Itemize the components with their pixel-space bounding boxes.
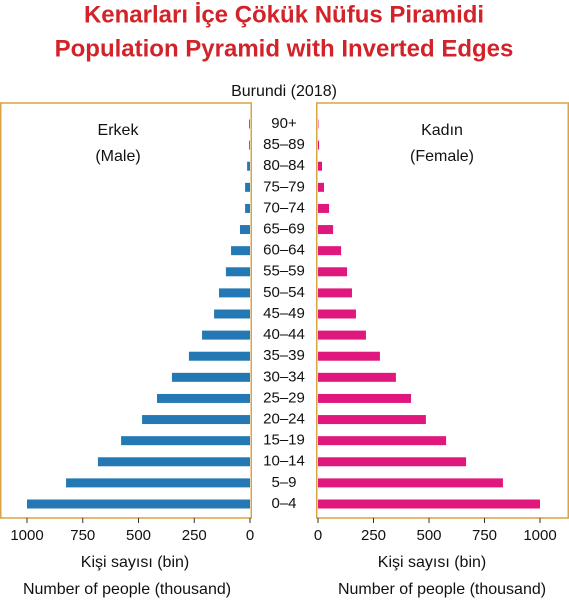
bar	[239, 225, 250, 235]
age-label: 60–64	[263, 242, 305, 259]
bar	[202, 330, 250, 340]
bar	[318, 330, 366, 340]
age-label: 75–79	[263, 178, 305, 195]
age-label: 40–44	[263, 326, 305, 343]
bar	[318, 309, 356, 319]
bar	[318, 246, 342, 256]
x-tick-label: 1000	[10, 527, 43, 544]
x-tick-label: 500	[126, 527, 151, 544]
age-label: 0–4	[271, 495, 296, 512]
age-label: 35–39	[263, 347, 305, 364]
bar	[225, 267, 250, 277]
bar	[214, 309, 250, 319]
bar	[318, 499, 540, 509]
age-label: 10–14	[263, 453, 305, 470]
bar	[318, 393, 412, 403]
bar	[318, 161, 322, 171]
age-label: 15–19	[263, 432, 305, 449]
age-label: 5–9	[271, 474, 296, 491]
bar	[318, 457, 467, 467]
bar	[249, 119, 250, 129]
age-label: 70–74	[263, 199, 305, 216]
age-label: 50–54	[263, 284, 305, 301]
bar	[318, 267, 348, 277]
age-label: 90+	[271, 115, 297, 132]
bar	[318, 415, 426, 425]
x-tick-label: 0	[314, 527, 322, 544]
chart-title: Population Pyramid with Inverted Edges	[55, 35, 514, 62]
x-axis-label: Number of people (thousand)	[23, 581, 231, 598]
x-tick-label: 750	[70, 527, 95, 544]
legend-label: Kadın	[421, 122, 463, 139]
x-tick-label: 250	[361, 527, 386, 544]
bar	[231, 246, 250, 256]
bar	[318, 372, 396, 382]
x-tick-label: 250	[182, 527, 207, 544]
bar	[171, 372, 250, 382]
bar	[247, 161, 250, 171]
age-label: 85–89	[263, 136, 305, 153]
legend-label: (Female)	[410, 148, 474, 165]
bar	[318, 182, 324, 192]
age-label: 80–84	[263, 157, 305, 174]
bar	[245, 203, 250, 213]
legend-label: (Male)	[95, 148, 140, 165]
x-tick-label: 750	[472, 527, 497, 544]
bar	[318, 203, 330, 213]
age-label: 30–34	[263, 368, 305, 385]
bar	[66, 478, 251, 488]
bar	[318, 478, 503, 488]
x-axis-label: Number of people (thousand)	[338, 581, 546, 598]
panel-frame	[316, 102, 569, 519]
age-label: 55–59	[263, 263, 305, 280]
bar	[188, 351, 250, 361]
panel-frame	[0, 102, 252, 519]
bar	[318, 225, 334, 235]
bar	[27, 499, 250, 509]
bar	[157, 393, 250, 403]
x-tick-label: 0	[246, 527, 254, 544]
chart-subtitle: Burundi (2018)	[231, 83, 337, 100]
age-label: 20–24	[263, 411, 305, 428]
x-tick-label: 500	[416, 527, 441, 544]
x-axis-label: Kişi sayısı (bin)	[378, 554, 486, 571]
bar	[249, 140, 250, 150]
chart-title: Kenarları İçe Çökük Nüfus Piramidi	[84, 1, 484, 28]
x-tick-label: 1000	[523, 527, 556, 544]
bar	[219, 288, 250, 298]
bar	[318, 288, 352, 298]
bar	[142, 415, 250, 425]
bar	[121, 436, 250, 446]
x-axis-label: Kişi sayısı (bin)	[81, 554, 189, 571]
bar	[97, 457, 250, 467]
legend-label: Erkek	[98, 122, 140, 139]
bar	[318, 351, 380, 361]
age-label: 25–29	[263, 389, 305, 406]
age-label: 45–49	[263, 305, 305, 322]
bar	[318, 436, 447, 446]
bar	[245, 182, 250, 192]
bar	[318, 140, 320, 150]
age-label: 65–69	[263, 221, 305, 238]
